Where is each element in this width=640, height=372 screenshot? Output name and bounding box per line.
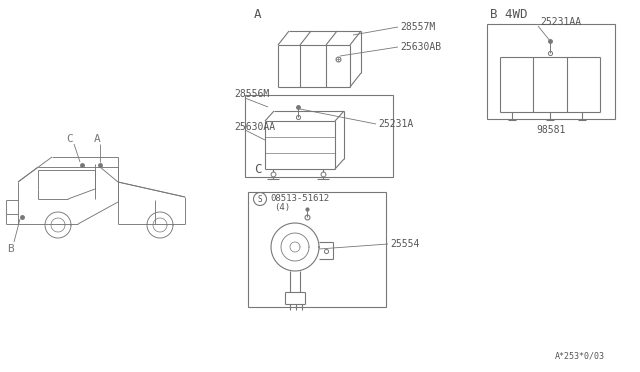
Text: C: C <box>67 134 74 144</box>
Text: 25231A: 25231A <box>378 119 413 129</box>
Text: 25630AB: 25630AB <box>400 42 441 52</box>
Text: (4): (4) <box>274 202 290 212</box>
Text: S: S <box>258 195 262 203</box>
Text: 25231AA: 25231AA <box>540 17 581 27</box>
Text: B: B <box>6 244 13 254</box>
Text: 08513-51612: 08513-51612 <box>270 193 329 202</box>
Bar <box>248 192 386 307</box>
Text: 28556M: 28556M <box>234 89 269 99</box>
Bar <box>487 24 615 119</box>
Text: 25554: 25554 <box>390 239 419 249</box>
Text: B 4WD: B 4WD <box>490 7 527 20</box>
Bar <box>245 95 393 177</box>
Text: 28557M: 28557M <box>400 22 435 32</box>
Text: 25630AA: 25630AA <box>234 122 275 132</box>
Text: A: A <box>254 7 262 20</box>
Text: 98581: 98581 <box>536 125 566 135</box>
Text: A*253*0/03: A*253*0/03 <box>555 352 605 360</box>
Text: A: A <box>93 134 100 144</box>
Text: C: C <box>254 163 262 176</box>
